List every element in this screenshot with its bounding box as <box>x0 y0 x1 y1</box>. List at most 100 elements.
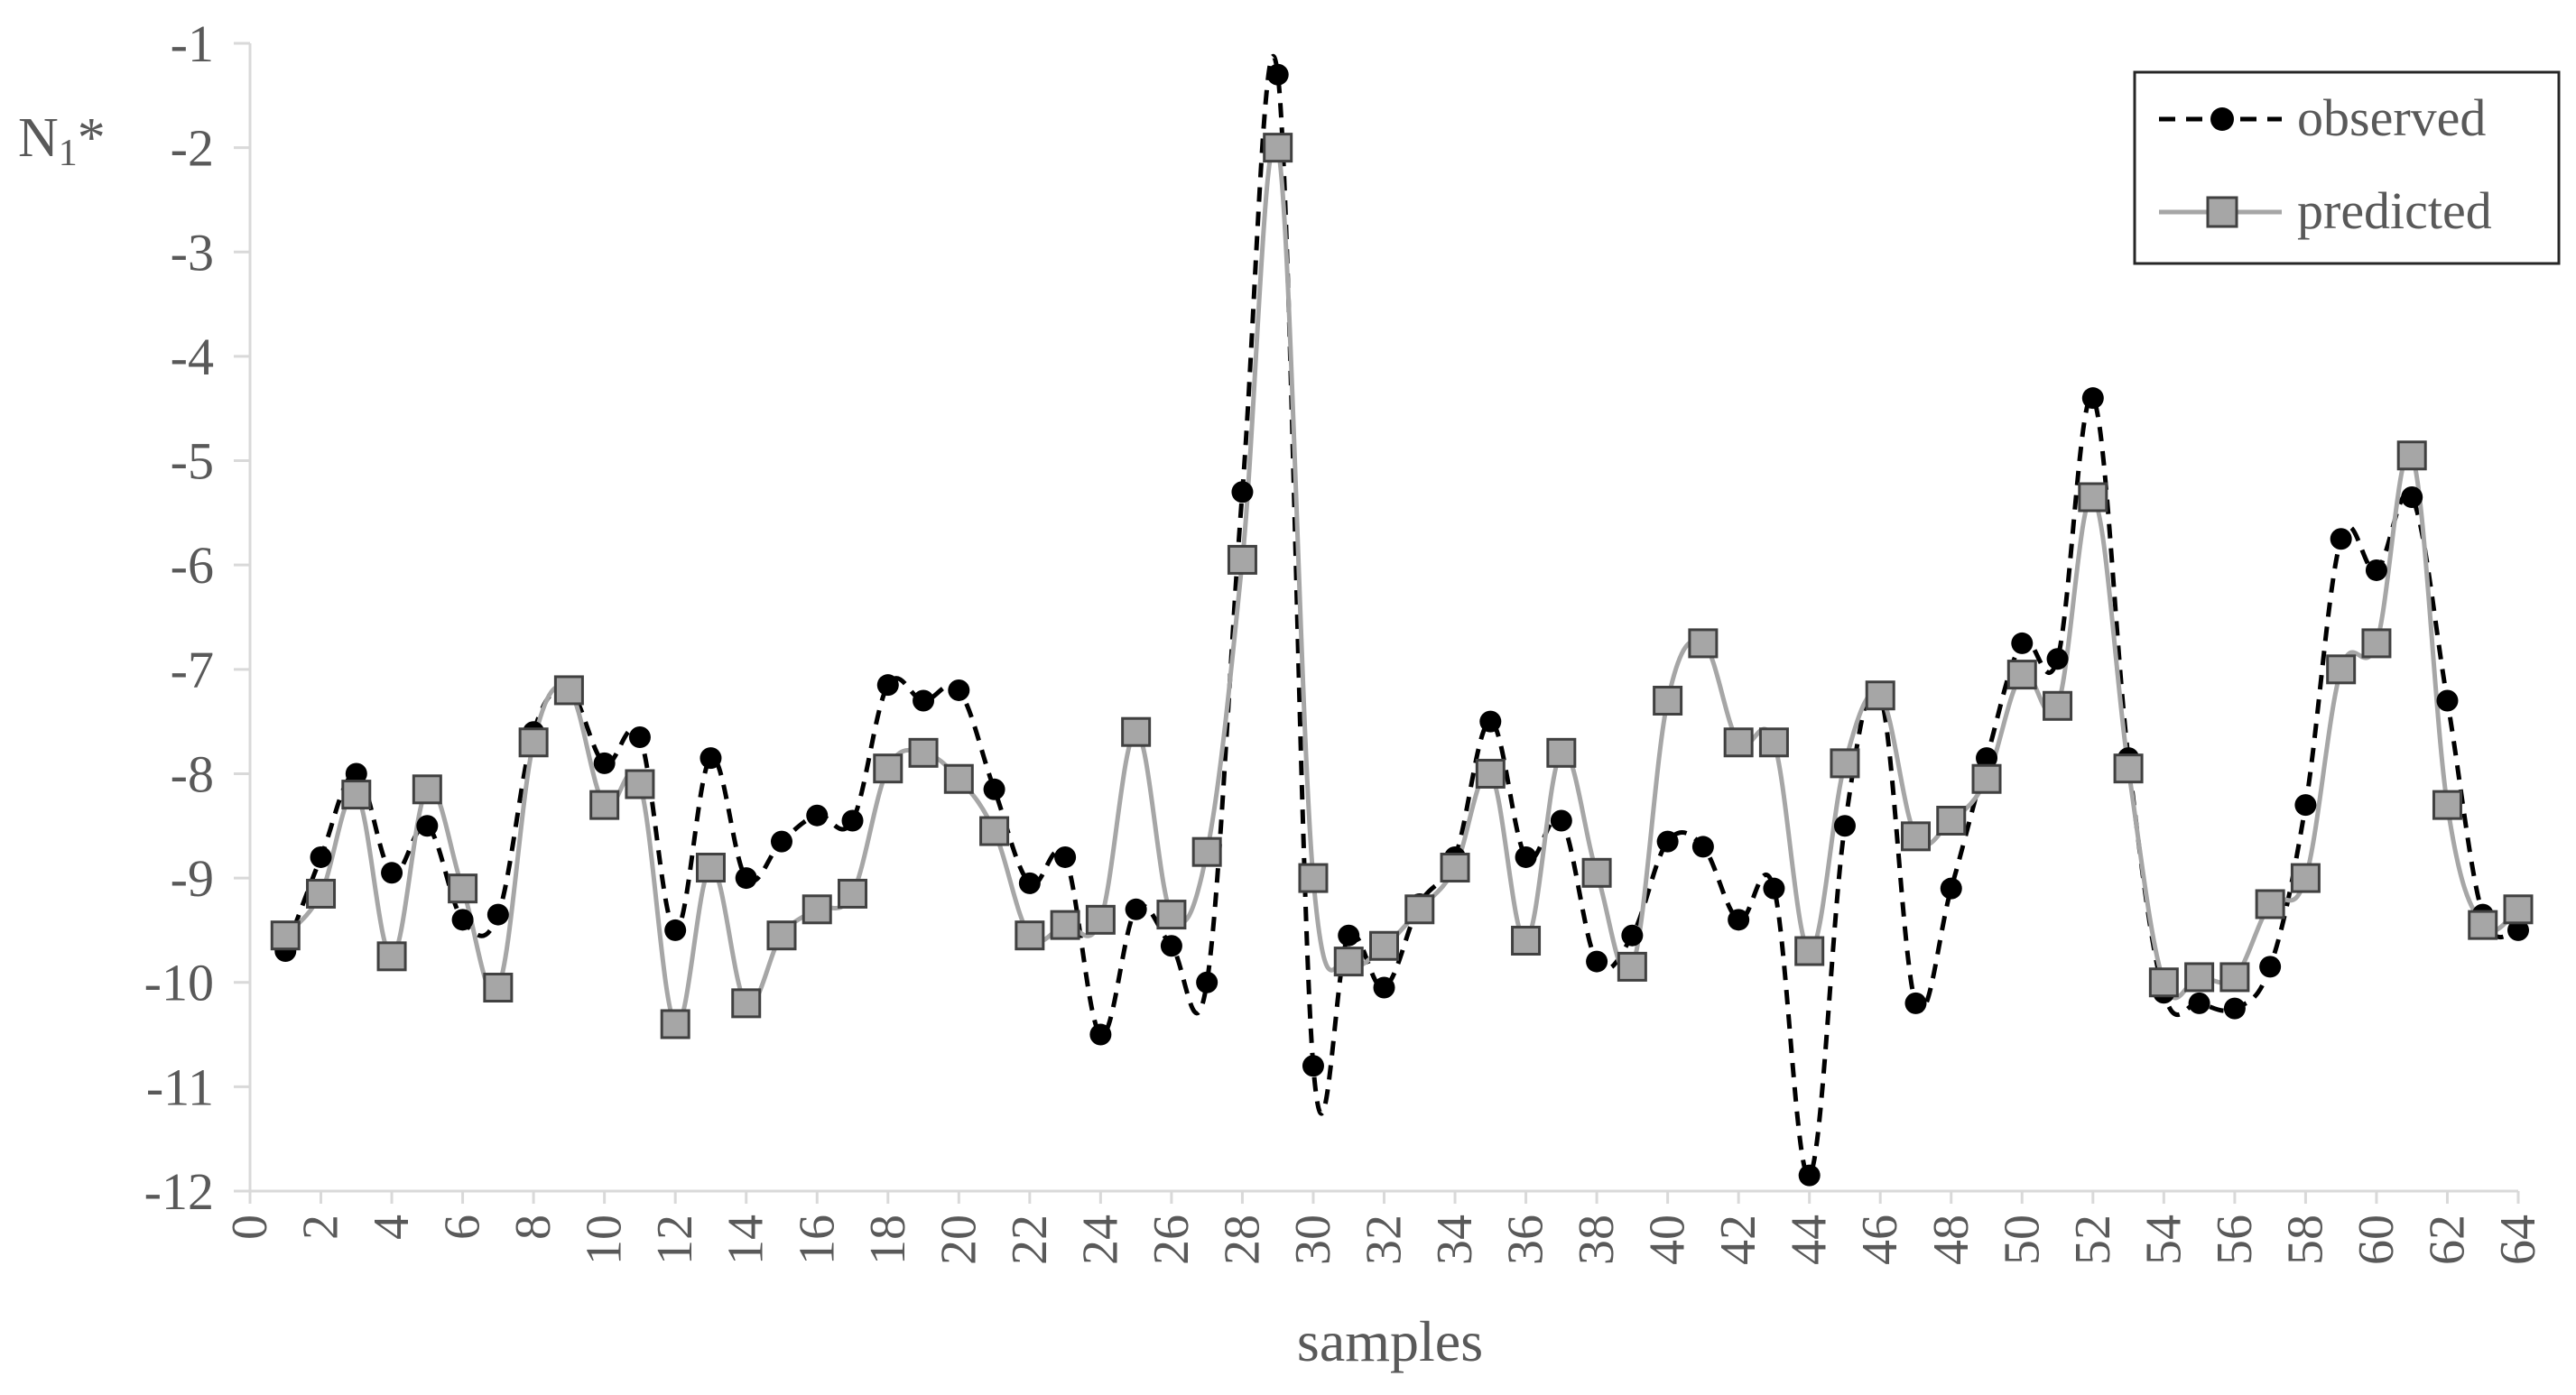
x-tick-label: 56 <box>2207 1215 2263 1265</box>
predicted-point <box>553 675 584 706</box>
y-axis-label-main: N <box>18 107 59 169</box>
predicted-point <box>1617 951 1647 982</box>
predicted-point <box>1830 748 1860 779</box>
predicted-point <box>306 878 337 909</box>
observed-point <box>2046 648 2069 670</box>
y-axis-label: N1* <box>18 107 106 174</box>
observed-point <box>2365 559 2387 581</box>
legend-observed-marker <box>2210 107 2234 131</box>
predicted-point <box>1191 836 1222 867</box>
predicted-point <box>2043 690 2073 721</box>
observed-point <box>486 903 509 926</box>
x-tick-label: 40 <box>1640 1215 1696 1265</box>
observed-point <box>1373 976 1395 999</box>
axis-labels: samples N1* <box>18 107 1483 1373</box>
observed-point <box>2259 956 2282 978</box>
observed-point <box>416 815 439 837</box>
predicted-point <box>2113 753 2144 784</box>
observed-point <box>913 689 935 712</box>
predicted-point <box>908 737 939 768</box>
observed-point <box>2223 997 2246 1020</box>
predicted-point <box>2396 440 2427 471</box>
predicted-point <box>1085 904 1116 935</box>
x-tick-label: 46 <box>1852 1215 1908 1265</box>
x-tick-label: 60 <box>2349 1215 2405 1265</box>
y-axis-label-suffix: * <box>78 107 106 169</box>
predicted-series-line <box>283 139 2520 1028</box>
observed-point <box>381 862 403 884</box>
legend-predicted-label: predicted <box>2297 181 2492 240</box>
observed-point <box>2436 689 2459 712</box>
predicted-point <box>448 873 478 904</box>
observed-point <box>1302 1055 1324 1077</box>
predicted-point <box>1688 628 1719 659</box>
predicted-point <box>2078 482 2108 513</box>
observed-point <box>700 747 722 770</box>
x-tick-label: 18 <box>860 1215 916 1265</box>
predicted-point <box>1475 758 1506 789</box>
observed-point <box>2507 919 2529 941</box>
predicted-point <box>1263 133 1293 163</box>
x-tick-label: 52 <box>2065 1215 2121 1265</box>
x-tick-label: 22 <box>1002 1215 1058 1265</box>
observed-point <box>1231 481 1254 503</box>
y-tick-label: -9 <box>171 849 214 908</box>
predicted-point <box>625 769 655 799</box>
y-tick-label: -5 <box>171 432 214 491</box>
observed-point <box>2330 528 2352 550</box>
x-tick-label: 20 <box>931 1215 987 1265</box>
x-tick-label: 0 <box>222 1215 278 1240</box>
observed-point <box>1515 845 1537 868</box>
predicted-point <box>2432 790 2462 820</box>
observed-point <box>735 867 757 890</box>
y-tick-label: -1 <box>171 14 214 73</box>
x-axis-label: samples <box>1297 1309 1483 1373</box>
observed-point <box>1621 924 1644 947</box>
predicted-point <box>2219 962 2250 993</box>
x-tick-label: 30 <box>1285 1215 1341 1265</box>
observed-point <box>1656 830 1679 853</box>
observed-point <box>1904 992 1927 1014</box>
legend: observed predicted <box>2133 70 2561 265</box>
predicted-point <box>1900 821 1931 852</box>
predicted-point <box>483 973 514 1003</box>
axes <box>234 42 2520 1204</box>
x-tick-label: 38 <box>1569 1215 1625 1265</box>
predicted-point <box>1971 763 2002 794</box>
x-tick-label: 44 <box>1782 1215 1838 1265</box>
y-tick-label: -11 <box>146 1058 214 1116</box>
predicted-point <box>1050 910 1080 940</box>
predicted-point <box>2290 863 2321 893</box>
observed-point <box>2011 632 2034 654</box>
x-tick-label: 58 <box>2277 1215 2333 1265</box>
observed-point <box>1054 845 1077 868</box>
predicted-point <box>766 920 797 951</box>
predicted-point <box>1723 727 1754 758</box>
observed-point <box>451 909 474 931</box>
x-tick-label: 28 <box>1214 1215 1270 1265</box>
y-tick-label: -3 <box>171 223 214 282</box>
predicted-point <box>660 1009 690 1039</box>
observed-point <box>1266 63 1289 86</box>
predicted-point <box>695 853 726 883</box>
observed-point <box>1160 935 1182 957</box>
predicted-point <box>2503 894 2534 925</box>
predicted-point <box>1015 920 1045 951</box>
x-tick-label: 2 <box>293 1215 349 1240</box>
y-tick-label: -4 <box>171 328 214 386</box>
legend-predicted-marker <box>2206 196 2238 228</box>
predicted-point <box>412 774 442 805</box>
observed-point <box>310 845 332 868</box>
predicted-point <box>1440 853 1470 883</box>
observed-point <box>2081 387 2104 410</box>
predicted-point <box>943 763 974 794</box>
series-layer <box>270 53 2534 1187</box>
y-tick-label: -6 <box>171 536 214 595</box>
observed-point <box>983 778 1005 800</box>
x-tick-label: 32 <box>1357 1215 1413 1265</box>
observed-point <box>1018 872 1041 894</box>
predicted-point <box>2006 660 2037 690</box>
observed-point <box>1125 898 1147 920</box>
